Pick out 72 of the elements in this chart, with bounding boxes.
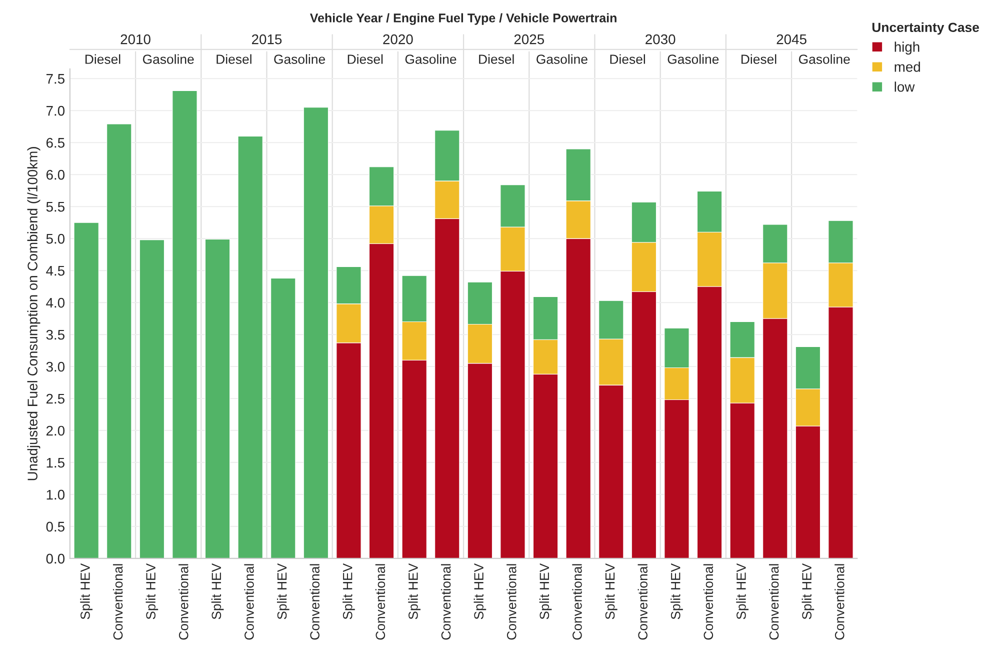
x-tick-label: Split HEV [342,563,355,620]
text: Diesel [348,54,383,64]
y-tick-label: 4.0 [46,298,65,308]
x-tick-label: Split HEV [539,563,552,620]
bar [270,278,296,558]
y-tick-label: 1.0 [46,490,65,500]
x-tick-label: Conventional [112,564,123,640]
bar [238,136,263,558]
y-tick-label: 5.5 [46,202,64,212]
text: 2010 [120,34,150,44]
x-tick-label: Conventional [834,564,844,640]
bar [74,222,99,558]
x-tick-label: Split HEV [736,563,748,620]
x-tick-label: Split HEV [276,563,290,620]
text: 2045 [776,34,806,44]
text: Gasoline [668,54,719,64]
y-tick-label: 3.5 [46,330,64,340]
x-tick-label: Split HEV [670,563,683,620]
y-tick-label: 3.0 [46,362,65,372]
y-tick-label: 1.5 [46,458,64,468]
x-tick-label: Conventional [638,564,648,640]
legend-label: low [894,82,915,92]
x-tick-label: Conventional [572,564,582,640]
text: Gasoline [536,54,588,64]
x-tick-label: Split HEV [802,563,814,620]
y-tick-label: 4.5 [46,266,64,276]
x-tick-label: Conventional [375,564,386,640]
x-tick-label: Split HEV [211,563,224,620]
x-tick-label: Conventional [440,564,451,640]
x-tick-label: Conventional [244,564,254,640]
bar [139,240,165,558]
text: Diesel [216,54,252,64]
text: Gasoline [274,54,325,64]
x-tick-label: Conventional [768,564,779,640]
x-tick-label: Conventional [310,564,320,640]
text: Diesel [610,54,645,64]
x-axis-title: Vehicle Year / Engine Fuel Type / Vehicle Powertrain [310,13,616,25]
bar [106,124,132,558]
legend-title: Uncertainty Case [872,22,979,35]
x-tick-label: Conventional [703,564,714,640]
text: 2020 [383,34,413,44]
y-tick-label: 6.5 [46,138,64,148]
y-tick-label: 5.0 [46,234,65,244]
x-tick-label: Split HEV [146,563,158,620]
text: Gasoline [798,54,850,64]
y-tick-label: 2.5 [46,394,64,404]
text: Gasoline [405,54,456,64]
y-axis-title: Unadjusted Fuel Consumption on Combiend (l/100km) [27,147,40,480]
text: 2025 [514,34,544,44]
bar [172,90,198,558]
x-tick-label: Conventional [178,564,188,640]
y-tick-label: 2.0 [46,426,65,436]
bar [303,107,329,558]
bar [204,238,230,558]
x-tick-label: Split HEV [408,563,420,620]
text: Diesel [479,54,514,64]
x-tick-label: Split HEV [474,563,486,620]
y-tick-label: 6.0 [46,170,65,180]
y-tick-label: 0.5 [46,522,64,532]
text: 2015 [252,34,282,44]
text: Diesel [741,54,776,64]
y-tick-label: 0.0 [46,554,65,564]
text: Diesel [85,54,120,64]
legend-label: med [894,62,920,72]
x-tick-label: Split HEV [80,563,92,620]
text: Gasoline [142,54,194,64]
x-tick-label: Split HEV [604,563,618,620]
y-tick-label: 7.5 [46,74,64,84]
y-tick-label: 7.0 [46,106,65,116]
legend-label: high [894,42,920,55]
text: 2030 [646,34,676,44]
x-tick-label: Conventional [506,564,516,640]
